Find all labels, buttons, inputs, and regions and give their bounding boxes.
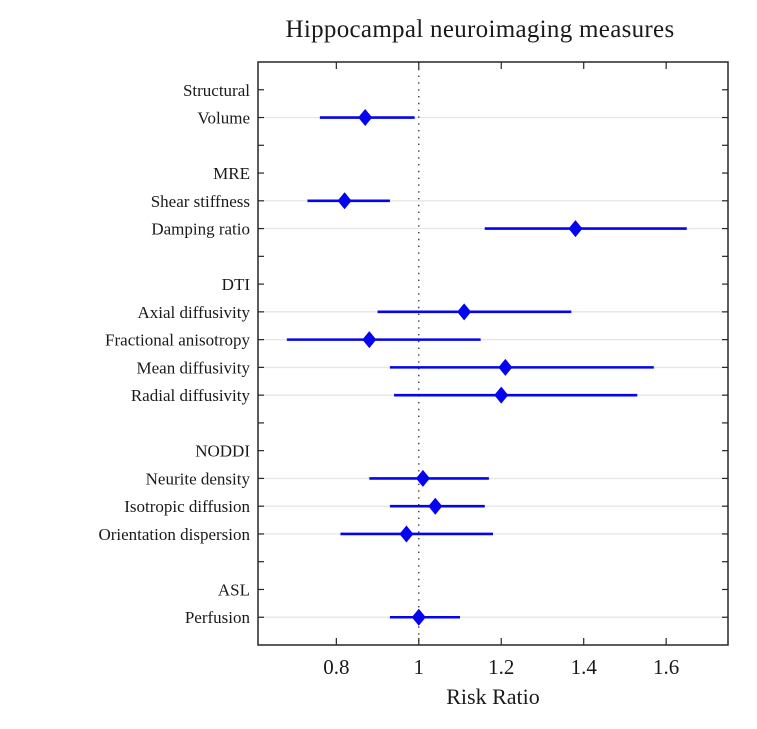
- row-label-measure: Volume: [197, 109, 250, 128]
- row-label-measure: Orientation dispersion: [98, 525, 250, 544]
- x-tick-label: 1.2: [488, 655, 514, 679]
- point-estimate-marker: [399, 525, 414, 543]
- point-estimate-marker: [415, 469, 430, 487]
- point-estimate-marker: [411, 608, 426, 626]
- x-tick-label: 1.6: [653, 655, 679, 679]
- point-estimate-marker: [568, 220, 583, 238]
- x-tick-label: 1.4: [571, 655, 598, 679]
- x-tick-label: 0.8: [323, 655, 349, 679]
- row-label-group: NODDI: [195, 442, 250, 461]
- row-label-measure: Fractional anisotropy: [105, 331, 250, 350]
- x-axis-label: Risk Ratio: [446, 684, 540, 709]
- point-estimate-marker: [337, 192, 352, 210]
- point-estimate-marker: [362, 331, 377, 349]
- row-label-group: MRE: [213, 164, 250, 183]
- point-estimate-marker: [498, 358, 513, 376]
- point-estimate-marker: [494, 386, 509, 404]
- row-label-measure: Radial diffusivity: [131, 386, 251, 405]
- point-estimate-marker: [358, 109, 373, 127]
- row-label-group: DTI: [222, 275, 251, 294]
- x-tick-label: 1: [414, 655, 425, 679]
- row-label-group: Structural: [183, 81, 250, 100]
- chart-title: Hippocampal neuroimaging measures: [285, 16, 675, 43]
- row-label-measure: Mean diffusivity: [137, 358, 251, 377]
- row-label-measure: Isotropic diffusion: [124, 497, 250, 516]
- row-label-measure: Perfusion: [185, 608, 251, 627]
- row-label-measure: Axial diffusivity: [137, 303, 250, 322]
- point-estimate-marker: [457, 303, 472, 321]
- row-label-measure: Damping ratio: [151, 220, 250, 239]
- row-label-group: ASL: [218, 580, 250, 599]
- point-estimate-marker: [428, 497, 443, 515]
- row-label-measure: Shear stiffness: [151, 192, 250, 211]
- row-label-measure: Neurite density: [146, 469, 251, 488]
- axes-box: [257, 61, 729, 646]
